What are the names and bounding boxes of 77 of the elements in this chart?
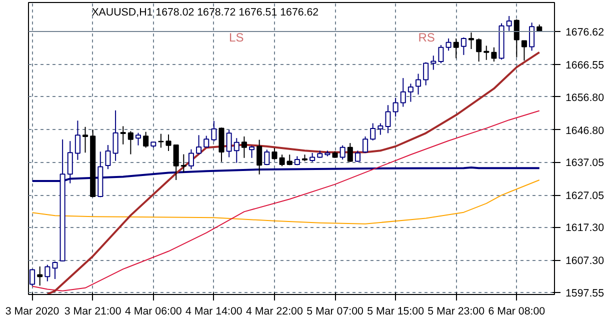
candlestick bbox=[430, 55, 436, 70]
candlestick bbox=[521, 40, 527, 62]
candlestick bbox=[74, 120, 80, 160]
candlestick bbox=[362, 136, 368, 154]
candlestick bbox=[446, 38, 452, 52]
candlestick bbox=[378, 122, 384, 136]
candlestick bbox=[211, 120, 217, 142]
candlestick bbox=[180, 154, 186, 173]
candlestick bbox=[112, 110, 118, 162]
candlestick bbox=[408, 83, 414, 102]
x-tick-label: 3 Mar 2020 bbox=[5, 306, 60, 318]
line-series bbox=[46, 51, 540, 294]
candlestick bbox=[166, 134, 172, 152]
candlestick bbox=[44, 264, 50, 282]
candlestick bbox=[241, 136, 247, 158]
candlestick bbox=[173, 144, 179, 181]
candlestick bbox=[423, 62, 429, 86]
x-tick-label: 5 Mar 15:00 bbox=[367, 306, 424, 318]
y-tick-label: 1666.55 bbox=[566, 60, 604, 72]
candlestick bbox=[385, 104, 391, 134]
chart-title: XAUUSD,H1 1678.02 1678.72 1676.51 1676.62 bbox=[92, 6, 319, 18]
candlestick bbox=[491, 46, 497, 62]
x-tick-label: 3 Mar 21:00 bbox=[64, 306, 122, 318]
candlestick bbox=[37, 266, 43, 286]
candlestick bbox=[460, 36, 466, 56]
y-tick-label: 1637.05 bbox=[566, 157, 604, 170]
candlestick bbox=[218, 127, 224, 162]
candlestick bbox=[272, 148, 278, 160]
y-tick-label: 1656.80 bbox=[566, 92, 604, 104]
candlestick bbox=[204, 135, 210, 148]
x-tick-label: 4 Mar 14:00 bbox=[185, 306, 242, 318]
candlestick bbox=[248, 145, 255, 158]
candlestick bbox=[279, 154, 285, 167]
candlestick bbox=[506, 16, 512, 32]
candlestick bbox=[392, 97, 398, 118]
candlestick bbox=[529, 22, 535, 52]
candlestick bbox=[354, 150, 360, 162]
ref-line-label: 1676.62 bbox=[566, 26, 604, 38]
candlestick bbox=[82, 126, 88, 154]
candlestick bbox=[438, 44, 444, 64]
candlestick bbox=[476, 38, 482, 62]
candlestick bbox=[416, 73, 422, 96]
line-series bbox=[32, 110, 540, 292]
y-tick-label: 1617.30 bbox=[566, 222, 604, 234]
candlestick bbox=[105, 144, 111, 170]
candlestick bbox=[226, 129, 232, 158]
candlestick bbox=[484, 45, 490, 60]
y-tick-label: 1607.30 bbox=[566, 255, 604, 268]
candlestick bbox=[135, 132, 142, 146]
candlestick bbox=[347, 142, 353, 162]
candlestick bbox=[52, 261, 58, 280]
candlestick bbox=[453, 38, 459, 59]
annotation: RS bbox=[418, 30, 435, 44]
candlestick bbox=[234, 138, 240, 164]
y-tick-label: 1597.55 bbox=[566, 287, 604, 300]
candlestick bbox=[188, 148, 194, 170]
candlestick bbox=[370, 122, 376, 141]
y-tick-label: 1646.80 bbox=[566, 124, 604, 137]
candlestick bbox=[30, 268, 36, 286]
y-tick-label: 1627.05 bbox=[566, 190, 604, 202]
candlestick bbox=[340, 144, 346, 160]
x-tick-label: 6 Mar 08:00 bbox=[488, 306, 546, 318]
x-tick-label: 4 Mar 06:00 bbox=[124, 306, 182, 318]
line-series bbox=[32, 180, 540, 224]
candlestick bbox=[468, 32, 474, 50]
candlestick bbox=[128, 130, 134, 155]
candlestick bbox=[400, 78, 406, 108]
candlestick bbox=[264, 149, 270, 166]
x-tick-label: 5 Mar 23:00 bbox=[428, 306, 485, 318]
x-tick-label: 5 Mar 07:00 bbox=[306, 306, 364, 318]
candlestick bbox=[120, 126, 126, 145]
candlestick bbox=[256, 139, 262, 175]
x-tick-label: 4 Mar 22:00 bbox=[246, 306, 303, 318]
candlestick bbox=[196, 134, 202, 155]
candlestick bbox=[143, 131, 149, 148]
annotation: LS bbox=[229, 30, 244, 44]
candlestick bbox=[514, 18, 520, 58]
